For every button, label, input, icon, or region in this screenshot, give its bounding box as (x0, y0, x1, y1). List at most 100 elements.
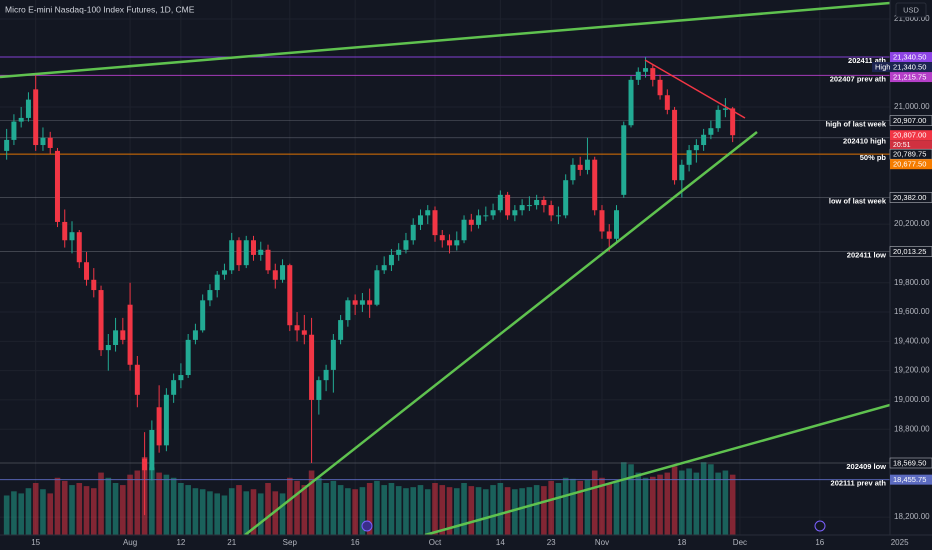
candle-body (33, 89, 39, 146)
time-axis (0, 535, 890, 550)
volume-bar (679, 470, 685, 535)
volume-bar (417, 485, 424, 535)
volume-bar (432, 483, 438, 535)
volume-bar (570, 478, 576, 535)
volume-bar (11, 491, 17, 535)
volume-bar (76, 483, 83, 535)
candle-body (272, 270, 278, 280)
volume-bar (693, 472, 700, 535)
candle-body (359, 300, 365, 305)
candle-body (178, 375, 184, 381)
volume-bar (562, 477, 569, 535)
candle-body (403, 240, 409, 250)
candle-body (91, 279, 97, 291)
volume-bar (352, 489, 358, 535)
volume-bar (591, 470, 598, 535)
volume-bar (410, 487, 417, 535)
candle-body (519, 205, 525, 211)
candle-body (258, 249, 264, 255)
candle-body (54, 150, 60, 222)
event-icon[interactable] (814, 520, 826, 532)
currency-box[interactable] (895, 2, 927, 18)
high-tag-label: High (875, 63, 890, 72)
candle-body (4, 139, 10, 151)
volume-bar (475, 487, 482, 535)
volume-bar (512, 489, 518, 535)
volume-bar (722, 470, 729, 535)
candle-body (316, 380, 322, 400)
candle-body (163, 394, 169, 446)
volume-bar (105, 477, 112, 535)
candle-body (374, 270, 380, 305)
x-tick-label: 21 (227, 538, 236, 547)
volume-bar (468, 486, 475, 535)
candle-body (338, 320, 344, 340)
price-tag-label: 18,569.50 (893, 458, 926, 467)
x-tick-label: Oct (429, 538, 442, 547)
volume-bar (98, 472, 104, 535)
candle-body (432, 210, 438, 236)
y-tick-label: 19,400.00 (894, 336, 930, 345)
price-tag-label: 20,789.75 (893, 150, 926, 159)
price-tag (889, 115, 932, 126)
level-name: 202111 prev ath (831, 479, 887, 488)
volume-bar (461, 483, 467, 535)
volume-bar (366, 483, 373, 535)
price-tag-label: 20,382.00 (893, 193, 926, 202)
x-tick-label: 2025 (891, 538, 909, 547)
volume-bar (657, 474, 663, 535)
volume-bar (221, 495, 228, 535)
price-tag-label: 20,807.00 (893, 131, 926, 140)
price-tag (890, 72, 932, 83)
candle-body (447, 240, 453, 246)
y-tick-label: 18,800.00 (894, 424, 930, 433)
volume-bar (490, 485, 496, 535)
level-name: 202411 ath (848, 56, 886, 65)
candle-body (69, 232, 75, 241)
candle-body (127, 304, 133, 365)
x-tick-label: Nov (595, 538, 609, 547)
price-tag (890, 62, 932, 73)
x-tick-label: 18 (677, 538, 686, 547)
x-tick-label: Sep (283, 538, 298, 547)
candle-body (410, 224, 416, 241)
event-icon[interactable] (361, 520, 373, 532)
volume-bar (686, 468, 692, 535)
candle-body (142, 458, 148, 471)
price-tag (890, 52, 932, 63)
candle-body (309, 334, 315, 400)
volume-bar (664, 472, 671, 535)
volume-bar (584, 479, 591, 535)
candle-body (468, 219, 474, 225)
volume-bar (149, 467, 155, 535)
volume-bar (236, 485, 242, 535)
volume-bar (69, 485, 75, 535)
price-tag (890, 159, 932, 170)
level-name: high of last week (826, 120, 887, 129)
volume-bar (192, 488, 199, 535)
x-tick-label: 16 (815, 538, 824, 547)
volume-bar (207, 491, 213, 535)
volume-bar (374, 480, 380, 535)
candle-body (367, 300, 373, 305)
y-tick-label: 20,200.00 (894, 219, 930, 228)
volume-bar (403, 488, 409, 535)
volume-bar (533, 485, 540, 535)
level-name: 202407 prev ath (830, 74, 887, 83)
candle-body (599, 210, 605, 232)
volume-bar (47, 493, 54, 535)
volume-bar (497, 483, 504, 535)
candle-body (643, 68, 649, 72)
candle-body (635, 71, 641, 80)
volume-bar (555, 483, 562, 535)
price-tag (889, 246, 932, 257)
volume-bar (3, 495, 10, 535)
volume-bar (156, 472, 162, 535)
volume-bar (250, 489, 257, 535)
volume-bar (308, 470, 315, 535)
candle-body (730, 108, 736, 136)
candle-body (236, 240, 242, 266)
candle-body (229, 240, 235, 271)
trend-line (244, 131, 758, 536)
candle-body (708, 128, 714, 135)
